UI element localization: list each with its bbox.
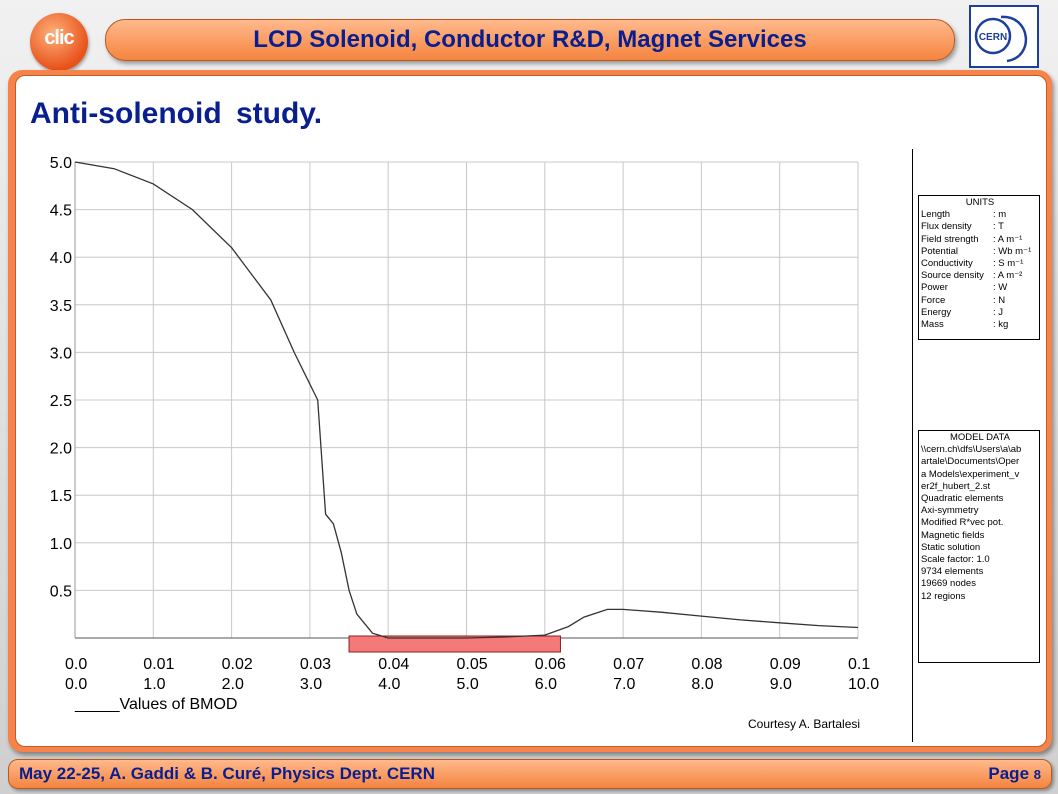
units-row-value: : Wb m⁻¹ <box>993 245 1032 257</box>
x-tick-label-secondary: 5.0 <box>457 676 479 693</box>
units-row: Potential : Wb m⁻¹ <box>921 246 1039 258</box>
units-row: Field strength : A m⁻¹ <box>921 234 1039 246</box>
x-tick-label-secondary: 0.0 <box>65 676 87 693</box>
model-data-line: 9734 elements <box>921 566 984 578</box>
units-row: Length : m <box>921 209 1039 221</box>
units-row-key: Length <box>921 209 951 221</box>
footer-authors: May 22-25, A. Gaddi & B. Curé, Physics D… <box>19 764 435 783</box>
units-row-key: Source density <box>921 270 984 282</box>
courtesy-note: Courtesy A. Bartalesi <box>748 717 861 731</box>
x-tick-label-secondary: 7.0 <box>613 676 635 693</box>
units-row-value: : S m⁻¹ <box>993 258 1024 270</box>
units-box-title: UNITS <box>965 197 995 208</box>
model-data-line: artale\Documents\Oper <box>921 456 1020 468</box>
x-tick-label: 0.05 <box>457 656 488 673</box>
model-data-line: Axi-symmetry <box>921 505 979 517</box>
units-row-value: : T <box>993 221 1004 233</box>
units-box: UNITS Length: m Flux density: T Field stre… <box>918 195 1040 340</box>
x-tick-label: 0.01 <box>143 656 174 673</box>
units-row-key: Energy <box>921 306 952 318</box>
x-tick-label-secondary: 2.0 <box>222 676 244 693</box>
x-tick-label: 0.06 <box>535 656 566 673</box>
units-row: Energy : J <box>921 307 1039 319</box>
page-label: Page <box>988 764 1030 783</box>
y-tick-label: 3.5 <box>50 298 72 315</box>
model-data-line: 12 regions <box>921 590 966 602</box>
units-row-key: Flux density <box>921 221 972 233</box>
model-box-title: MODEL DATA <box>950 432 1010 443</box>
x-tick-label-secondary: 1.0 <box>143 676 165 693</box>
x-tick-label-secondary: 3.0 <box>300 676 322 693</box>
header-banner: LCD Solenoid, Conductor R&D, Magnet Serv… <box>105 19 955 61</box>
x-tick-label: 0.03 <box>300 656 331 673</box>
panel-divider <box>912 149 913 742</box>
units-row-value: : kg <box>993 319 1009 331</box>
clic-logo: clic <box>30 13 88 71</box>
model-data-line: Static solution <box>921 541 981 553</box>
cern-logo-text: CERN <box>979 32 1007 43</box>
x-tick-label: 0.02 <box>222 656 253 673</box>
x-tick-label: 0.09 <box>770 656 801 673</box>
model-data-line: 19669 nodes <box>921 578 976 590</box>
x-tick-label-secondary: 8.0 <box>691 676 713 693</box>
y-tick-label: 3.0 <box>50 345 72 362</box>
clic-logo-text: clic <box>44 27 74 49</box>
units-row-key: Power <box>921 282 948 294</box>
slide-panel <box>15 75 1047 747</box>
page-number: 8 <box>1033 767 1041 782</box>
x-tick-label-secondary: 4.0 <box>378 676 400 693</box>
units-row-value: : J <box>993 306 1004 318</box>
units-row-value: : A m⁻² <box>993 270 1023 282</box>
model-data-line: er2f_hubert_2.st <box>921 480 991 492</box>
units-row-key: Mass <box>921 319 944 331</box>
page-indicator: Page 8 <box>988 764 1041 784</box>
model-data-box: MODEL DATA \\cern.ch\dfs\Users\a\ab artal… <box>918 430 1040 663</box>
highlight-bar <box>348 635 561 653</box>
x-tick-label: 0.04 <box>378 656 409 673</box>
x-tick-label-secondary: 9.0 <box>770 676 792 693</box>
units-row: Power : W <box>921 282 1039 294</box>
units-row-key: Force <box>921 294 946 306</box>
y-tick-label: 0.5 <box>50 583 72 600</box>
x-tick-label-secondary: 6.0 <box>535 676 557 693</box>
y-tick-label: 1.5 <box>50 488 72 505</box>
footer-bar: May 22-25, A. Gaddi & B. Curé, Physics D… <box>8 759 1052 789</box>
header-title: LCD Solenoid, Conductor R&D, Magnet Serv… <box>253 26 807 53</box>
units-row: Flux density : T <box>921 221 1039 233</box>
units-row-value: : N <box>993 294 1006 306</box>
units-row-key: Field strength <box>921 233 979 245</box>
x-tick-label: 0.0 <box>65 656 87 673</box>
units-row-key: Conductivity <box>921 258 973 270</box>
units-row: Conductivity : S m⁻¹ <box>921 258 1039 270</box>
units-row: Mass : kg <box>921 319 1039 331</box>
units-row-key: Potential <box>921 245 958 257</box>
units-row: Force : N <box>921 295 1039 307</box>
model-data-line: a Models\experiment_v <box>921 468 1020 480</box>
units-row: Source density : A m⁻² <box>921 270 1039 282</box>
cern-logo: CERN <box>969 5 1039 68</box>
bmod-series-line <box>74 161 859 639</box>
model-data-line: Magnetic fields <box>921 529 985 541</box>
model-data-line: Scale factor: 1.0 <box>921 554 990 566</box>
y-tick-label: 2.5 <box>50 393 72 410</box>
y-tick-label: 2.0 <box>50 441 72 458</box>
y-tick-label: 1.0 <box>50 536 72 553</box>
x-tick-label: 0.08 <box>691 656 722 673</box>
x-tick-label: 0.07 <box>613 656 644 673</box>
y-tick-label: 5.0 <box>50 155 72 172</box>
y-tick-label: 4.0 <box>50 250 72 267</box>
y-tick-label: 4.5 <box>50 203 72 220</box>
units-row-value: : A m⁻¹ <box>993 233 1023 245</box>
model-data-line: Modified R*vec pot. <box>921 517 1004 529</box>
model-data-line: \\cern.ch\dfs\Users\a\ab <box>921 444 1022 456</box>
units-row-value: : m <box>993 209 1007 221</box>
chart-legend: _____Values of BMOD <box>74 696 237 713</box>
x-tick-label-secondary: 10.0 <box>848 676 879 693</box>
x-tick-label: 0.1 <box>848 656 870 673</box>
slide-title: Anti-solenoid study. <box>30 97 323 130</box>
model-data-line: Quadratic elements <box>921 493 1004 505</box>
units-row-value: : W <box>993 282 1008 294</box>
